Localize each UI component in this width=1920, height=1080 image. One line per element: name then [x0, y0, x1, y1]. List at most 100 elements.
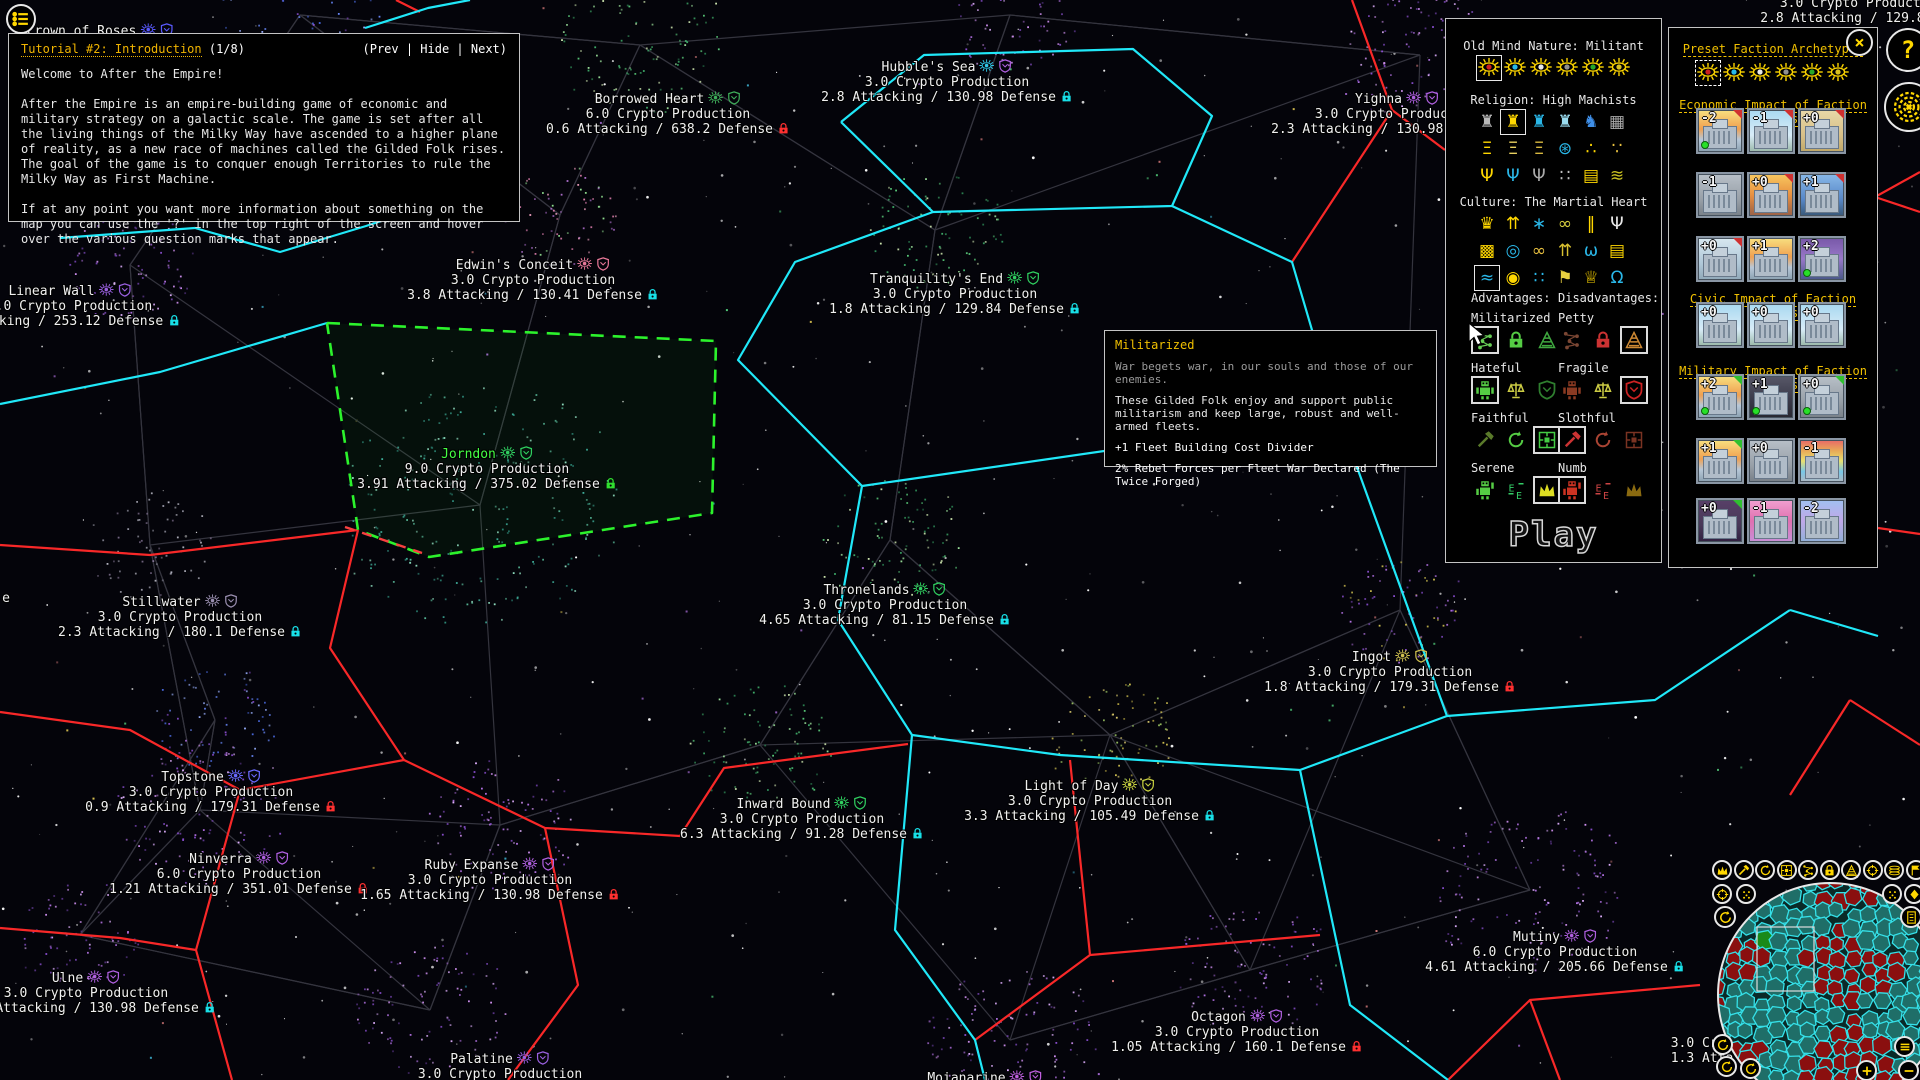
sun-core-icon[interactable]: ◉	[1505, 268, 1521, 288]
fleet-network-icon[interactable]	[1558, 326, 1586, 354]
minimap-flag-button[interactable]	[1905, 860, 1920, 880]
impact-card[interactable]: +1	[1696, 438, 1744, 484]
shield-icon[interactable]	[1533, 376, 1561, 404]
impact-card[interactable]: +0	[1747, 172, 1795, 218]
minimap-zoom-out-button[interactable]	[1898, 1060, 1919, 1080]
impact-card[interactable]: +0	[1696, 302, 1744, 348]
dna-helix-icon[interactable]: Ξ	[1481, 139, 1493, 159]
territory-label[interactable]: Octagon 3.0 Crypto Production 1.05 Attacki…	[1111, 1008, 1363, 1055]
scarab-icon[interactable]: ♞	[1583, 112, 1599, 132]
eye-green-archetype-option[interactable]	[1799, 60, 1825, 86]
territory-label[interactable]: Tranquility's End 3.0 Crypto Production 1.…	[829, 270, 1081, 317]
minimap-target2-button[interactable]	[1712, 884, 1732, 904]
minimap-dots-right-button[interactable]	[1882, 884, 1902, 904]
territory-label[interactable]: Palatine 3.0 Crypto Production	[418, 1050, 582, 1080]
minimap-page-button[interactable]	[1900, 906, 1920, 928]
close-button[interactable]: ×	[1846, 29, 1873, 56]
territory-label[interactable]: Ninverra 6.0 Crypto Production 1.21 Attack…	[109, 850, 369, 897]
circuit-icon[interactable]	[1533, 426, 1561, 454]
impact-card[interactable]: -1	[1696, 172, 1744, 218]
impact-card[interactable]: -1	[1798, 438, 1846, 484]
zigzag-weave-icon[interactable]: ≋	[1609, 166, 1625, 186]
scales-icon[interactable]	[1502, 376, 1530, 404]
robot-icon[interactable]	[1558, 376, 1586, 404]
minimap-lock-button[interactable]	[1819, 860, 1840, 880]
lock-icon[interactable]	[1502, 326, 1530, 354]
eye-yellow-archetype-option[interactable]	[1825, 60, 1851, 86]
lock-icon[interactable]	[1589, 326, 1617, 354]
code-tablet-icon[interactable]: ▤	[1608, 241, 1626, 261]
signal-tower-icon[interactable]: Ψ	[1610, 214, 1624, 234]
crown-infinity-icon[interactable]: ♕	[1583, 268, 1599, 288]
eye-white-option[interactable]	[1528, 55, 1554, 81]
crown-icon[interactable]	[1620, 476, 1648, 504]
impact-card[interactable]: -2	[1798, 498, 1846, 544]
orbit-e-icon[interactable]: ◎	[1505, 241, 1521, 261]
banner-icon[interactable]: ⚑	[1557, 268, 1573, 288]
minimap-wheel-button[interactable]	[1776, 860, 1797, 880]
territory-label[interactable]: Jorndon 9.0 Crypto Production 3.91 Attacki…	[357, 445, 617, 492]
minimap-menu-button[interactable]	[1894, 1036, 1915, 1057]
owl-mask-gold-icon[interactable]: Ψ	[1480, 166, 1494, 186]
eye-red-option[interactable]	[1475, 55, 1502, 81]
pyramid-icon[interactable]	[1620, 326, 1648, 354]
chain-pair-icon[interactable]: ∷	[1533, 268, 1545, 288]
minimap-fleet-route-button[interactable]	[1798, 860, 1818, 880]
binary-tablet-icon[interactable]: ▤	[1582, 166, 1600, 186]
fleet-network-icon[interactable]	[1471, 326, 1499, 354]
minimap-pyramid-button[interactable]	[1841, 860, 1861, 880]
robot-wave-icon[interactable]	[1471, 476, 1499, 504]
impact-card[interactable]: +0	[1798, 374, 1846, 420]
minimap-undo-a-button[interactable]	[1712, 1034, 1733, 1055]
territory-label[interactable]: Ingot 3.0 Crypto Production 1.8 Attacking …	[1264, 648, 1516, 695]
cycle-icon[interactable]	[1589, 426, 1617, 454]
robot-totem-icon[interactable]: ♜	[1479, 112, 1495, 132]
eye-white-archetype-option[interactable]	[1747, 60, 1773, 86]
chains-icon[interactable]: ∷	[1559, 166, 1571, 186]
minimap-redo-button[interactable]	[1740, 1058, 1761, 1079]
impact-card[interactable]: +0	[1747, 438, 1795, 484]
gem-dots-icon[interactable]: ∴	[1585, 139, 1597, 159]
pillars-icon[interactable]: ‖	[1586, 214, 1596, 234]
gem-dots2-icon[interactable]: ∵	[1611, 139, 1623, 159]
dna-helix2-icon[interactable]: Ξ	[1507, 139, 1519, 159]
scales-icon[interactable]	[1589, 376, 1617, 404]
minimap-spiral-button[interactable]	[1714, 906, 1736, 928]
menu-button[interactable]	[6, 4, 36, 34]
impact-card[interactable]: +0	[1696, 236, 1744, 282]
impact-card[interactable]: +2	[1798, 236, 1846, 282]
minimap-refresh-button[interactable]	[1755, 860, 1775, 880]
crown-icon[interactable]	[1533, 476, 1561, 504]
territory-label[interactable]: Mutiny 6.0 Crypto Production 4.61 Attackin…	[1425, 928, 1685, 975]
circuit-maze-icon[interactable]: ▦	[1608, 112, 1626, 132]
territory-label[interactable]: Moianarine	[927, 1069, 1042, 1080]
impact-card[interactable]: -2	[1696, 108, 1744, 154]
territory-label[interactable]: Light of Day 3.0 Crypto Production 3.3 Att…	[964, 777, 1216, 824]
minimap-dots-left-button[interactable]	[1736, 884, 1756, 904]
ascend-arrows-icon[interactable]: ⇈	[1505, 214, 1521, 234]
territory-label[interactable]: Hubble's Sea 3.0 Crypto Production 2.8 Att…	[821, 58, 1073, 105]
impact-card[interactable]: -1	[1747, 108, 1795, 154]
lattice-icon[interactable]: ▩	[1478, 241, 1496, 261]
impact-card[interactable]: +0	[1798, 108, 1846, 154]
impact-card[interactable]: +0	[1798, 302, 1846, 348]
mask-e-icon[interactable]: ω	[1583, 241, 1599, 261]
hammer-icon[interactable]	[1558, 426, 1586, 454]
owl-mask-gray-icon[interactable]: Ψ	[1532, 166, 1546, 186]
robot-icon[interactable]	[1471, 376, 1499, 404]
territory-label[interactable]: Edwin's Conceit 3.0 Crypto Production 3.8 …	[407, 256, 659, 303]
minimap-layers-button[interactable]	[1884, 860, 1904, 880]
territory-label[interactable]: Stillwater 3.0 Crypto Production 2.3 Attac…	[58, 593, 302, 640]
eye-cyan-option[interactable]	[1502, 55, 1528, 81]
territory-label[interactable]: Inward Bound 3.0 Crypto Production 6.3 Att…	[680, 795, 924, 842]
minimap-crown-button[interactable]	[1712, 860, 1732, 880]
minimap-undo-b-button[interactable]	[1716, 1056, 1737, 1077]
eye-red-archetype-option[interactable]	[1695, 60, 1721, 86]
impact-card[interactable]: -1	[1747, 498, 1795, 544]
minimap-hammer-button[interactable]	[1733, 860, 1754, 880]
impact-card[interactable]: +1	[1798, 172, 1846, 218]
impact-card[interactable]: +0	[1696, 498, 1744, 544]
robot-wave-icon[interactable]	[1558, 476, 1586, 504]
